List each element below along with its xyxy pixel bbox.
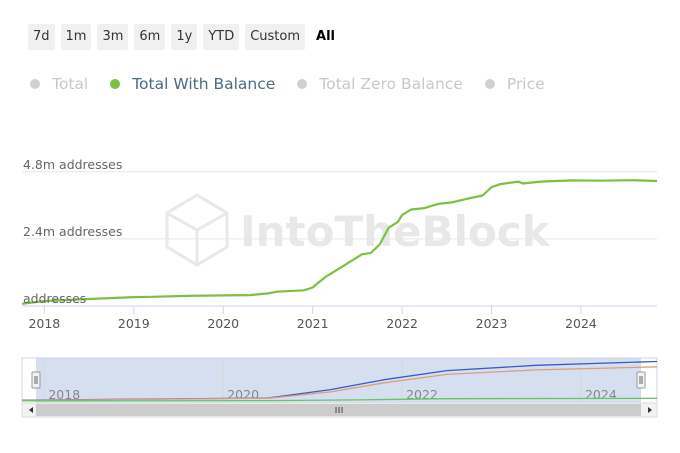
x-tick-label: 2023 [476, 316, 508, 331]
x-tick-label: 2024 [565, 316, 597, 331]
chart-legend: Total Total With Balance Total Zero Balanc… [30, 75, 567, 93]
y-tick-label: 2.4m addresses [23, 224, 122, 239]
watermark: IntoTheBlock [165, 193, 551, 267]
navigator-line-zero [21, 397, 658, 402]
navigator-tick-label: 2022 [406, 387, 438, 402]
x-tick-label: 2022 [386, 316, 418, 331]
x-tick-label: 2020 [207, 316, 239, 331]
watermark-text: IntoTheBlock [240, 207, 551, 256]
navigator-tick-label: 2020 [227, 387, 259, 402]
y-tick-label: 4.8m addresses [23, 157, 122, 172]
scroll-left-arrow-icon[interactable] [29, 407, 33, 413]
navigator-tick-label: 2024 [585, 387, 617, 402]
range-button-ytd[interactable]: YTD [203, 24, 240, 50]
x-tick-label: 2021 [297, 316, 329, 331]
legend-item-total-zero-balance[interactable]: Total Zero Balance [297, 75, 463, 93]
range-button-custom[interactable]: Custom [245, 24, 306, 50]
legend-label: Total Zero Balance [319, 75, 463, 93]
navigator-tick-label: 2018 [48, 387, 80, 402]
navigator-left-handle[interactable] [31, 371, 41, 389]
range-button-1y[interactable]: 1y [171, 24, 198, 50]
legend-dot-icon [484, 79, 495, 89]
range-button-6m[interactable]: 6m [134, 24, 166, 50]
legend-dot-icon [297, 79, 308, 89]
legend-item-total[interactable]: Total [30, 75, 88, 93]
y-tick-label: addresses [23, 291, 86, 306]
legend-dot-icon [30, 79, 40, 89]
range-button-1m[interactable]: 1m [60, 24, 92, 50]
range-selector: 7d 1m 3m 6m 1y YTD Custom All [28, 24, 340, 50]
x-tick-label: 2018 [28, 316, 60, 331]
legend-item-total-with-balance[interactable]: Total With Balance [110, 75, 275, 93]
x-tick-label: 2019 [118, 316, 150, 331]
navigator-right-handle[interactable] [636, 371, 646, 389]
legend-dot-icon [110, 79, 121, 89]
range-button-all[interactable]: All [316, 29, 336, 44]
series-line-total-with-balance [21, 179, 658, 305]
navigator-line-with-balance [21, 366, 658, 402]
range-button-3m[interactable]: 3m [97, 24, 129, 50]
legend-label: Total [52, 75, 89, 93]
legend-item-price[interactable]: Price [484, 75, 545, 93]
scroll-right-arrow-icon[interactable] [648, 407, 652, 413]
scrollbar-grip-icon [335, 407, 343, 413]
legend-label: Price [506, 75, 545, 93]
legend-label: Total With Balance [132, 75, 276, 93]
range-button-7d[interactable]: 7d [28, 24, 55, 50]
